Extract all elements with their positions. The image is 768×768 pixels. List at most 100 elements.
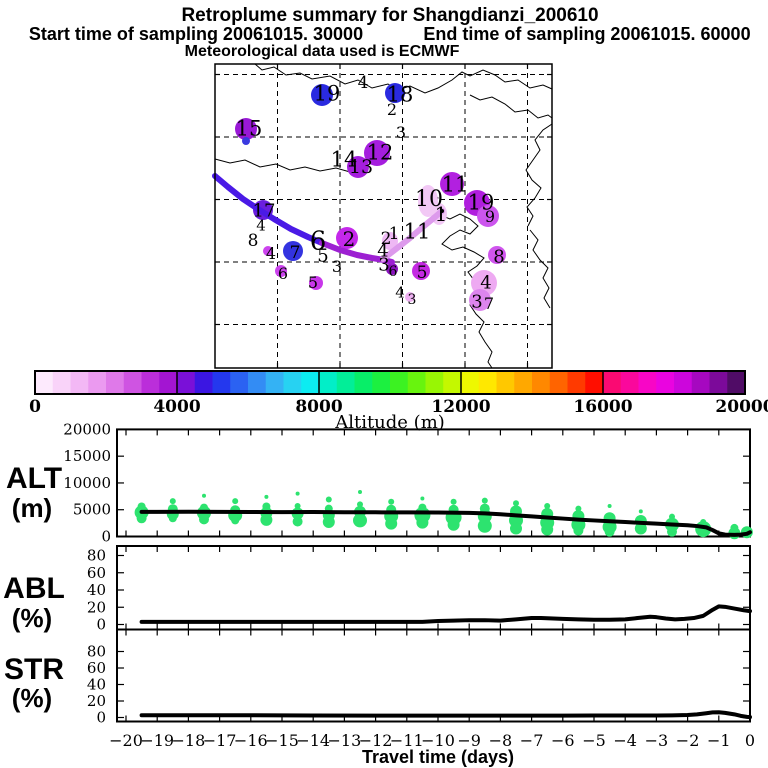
colorbar-cell	[372, 371, 391, 394]
alt-cluster-dot	[385, 517, 398, 530]
abl-y-tick-label: 80	[87, 547, 106, 565]
colorbar-cell	[283, 371, 302, 394]
colorbar-cell	[425, 371, 444, 394]
receptor-dot	[440, 209, 444, 213]
abl-panel-unit: (%)	[12, 603, 52, 633]
map-day-label: 11	[442, 173, 469, 197]
map-cluster-circles	[235, 83, 506, 311]
map-day-label: 7	[484, 294, 494, 313]
alt-panel-label: ALT	[6, 462, 62, 495]
colorbar-cell	[301, 371, 320, 394]
map-day-label: 3	[408, 292, 417, 308]
colorbar-cell	[727, 371, 746, 394]
alt-cluster-dot	[260, 513, 273, 526]
alt-cluster-dot	[510, 522, 522, 535]
colorbar-cell	[265, 371, 284, 394]
map-day-label: 3	[471, 291, 482, 312]
map-day-label: 4	[377, 240, 388, 261]
map-day-label: 19	[468, 191, 495, 215]
map-border	[214, 63, 553, 369]
colorbar-cell	[496, 371, 515, 394]
x-tick-label: −15	[265, 731, 299, 750]
str-y-tick-label: 60	[87, 659, 106, 677]
trajectory-segment	[380, 208, 445, 262]
alt-cluster-dot	[388, 498, 395, 505]
abl-y-tick-label: 60	[87, 564, 106, 582]
colorbar-tick-label: 16000	[573, 397, 632, 417]
colorbar-border	[34, 370, 746, 395]
coastline	[214, 158, 361, 173]
x-tick-label: −4	[613, 731, 637, 750]
coastline	[469, 94, 553, 119]
map-marker-circle	[477, 205, 499, 227]
colorbar-cell	[709, 371, 728, 394]
str-panel-unit: (%)	[12, 683, 52, 713]
map-marker-circle	[382, 232, 398, 250]
alt-y-tick-label: 10000	[63, 474, 111, 492]
str-y-tick-label: 20	[87, 692, 106, 710]
x-tick-label: −11	[390, 731, 424, 750]
map-day-label: 2	[343, 227, 356, 251]
alt-cluster-dot	[416, 516, 429, 529]
x-tick-label: −14	[296, 731, 330, 750]
colorbar-cell	[549, 371, 568, 394]
alt-cluster-dot	[699, 529, 708, 538]
x-tick-label: −18	[172, 731, 206, 750]
map-day-label: 3	[332, 257, 342, 276]
map-day-label: 13	[349, 156, 373, 178]
alt-cluster-dot	[575, 505, 582, 512]
coastline	[429, 189, 493, 369]
colorbar-cell	[620, 371, 639, 394]
alt-cluster-dot	[607, 503, 612, 508]
colorbar-cell	[638, 371, 657, 394]
map-coastlines	[214, 63, 553, 369]
title-start-time: Start time of sampling 20061015. 30000	[29, 24, 363, 44]
map-day-label: 17	[253, 200, 276, 221]
alt-cluster-dot	[202, 493, 206, 498]
str-panel-label: STR	[4, 653, 64, 686]
alt-cluster-dot	[513, 500, 519, 507]
alt-cluster-dot	[264, 494, 269, 499]
title-line1: Retroplume summary for Shangdianzi_20061…	[181, 5, 598, 26]
map-marker-circle	[364, 140, 390, 166]
alt-cluster-dot	[638, 509, 643, 514]
x-tick-label: −3	[645, 731, 669, 750]
alt-cluster-dot	[573, 525, 584, 536]
map-day-label: 8	[248, 231, 259, 251]
trajectory-segment	[212, 173, 325, 246]
map-trajectory	[212, 173, 445, 265]
x-tick-label: −5	[582, 731, 606, 750]
colorbar-cell	[106, 371, 125, 394]
x-tick-label: −12	[359, 731, 393, 750]
alt-cluster-dot	[420, 496, 425, 501]
alt-y-tick-label: 20000	[63, 420, 111, 438]
alt-cluster-dot	[604, 526, 615, 537]
colorbar-cell	[407, 371, 426, 394]
x-tick-label: −6	[551, 731, 575, 750]
x-tick-label: −1	[707, 731, 731, 750]
alt-y-tick-label: 5000	[73, 501, 111, 519]
map-day-label: 2	[387, 100, 397, 119]
map-day-label: 4	[256, 216, 266, 234]
alt-cluster-dot	[294, 502, 301, 509]
map-marker-circle	[311, 84, 333, 106]
colorbar-title: Altitude (m)	[334, 412, 445, 433]
alt-cluster-dot	[634, 522, 647, 535]
x-tick-label: −17	[203, 731, 237, 750]
map-marker-circle	[336, 227, 358, 249]
colorbar-cell	[319, 371, 338, 394]
alt-mean-line	[139, 509, 752, 537]
colorbar-cell	[141, 371, 160, 394]
map-day-label: 5	[417, 263, 428, 283]
colorbar-cell	[123, 371, 142, 394]
colorbar-cell	[585, 371, 604, 394]
colorbar-cell	[443, 371, 462, 394]
str-panel-border	[116, 628, 751, 723]
colorbar-cell	[88, 371, 107, 394]
colorbar-cell	[177, 371, 196, 394]
map-day-label: 18	[387, 83, 414, 107]
map-marker-circle	[263, 246, 273, 256]
colorbar-cell	[532, 371, 551, 394]
